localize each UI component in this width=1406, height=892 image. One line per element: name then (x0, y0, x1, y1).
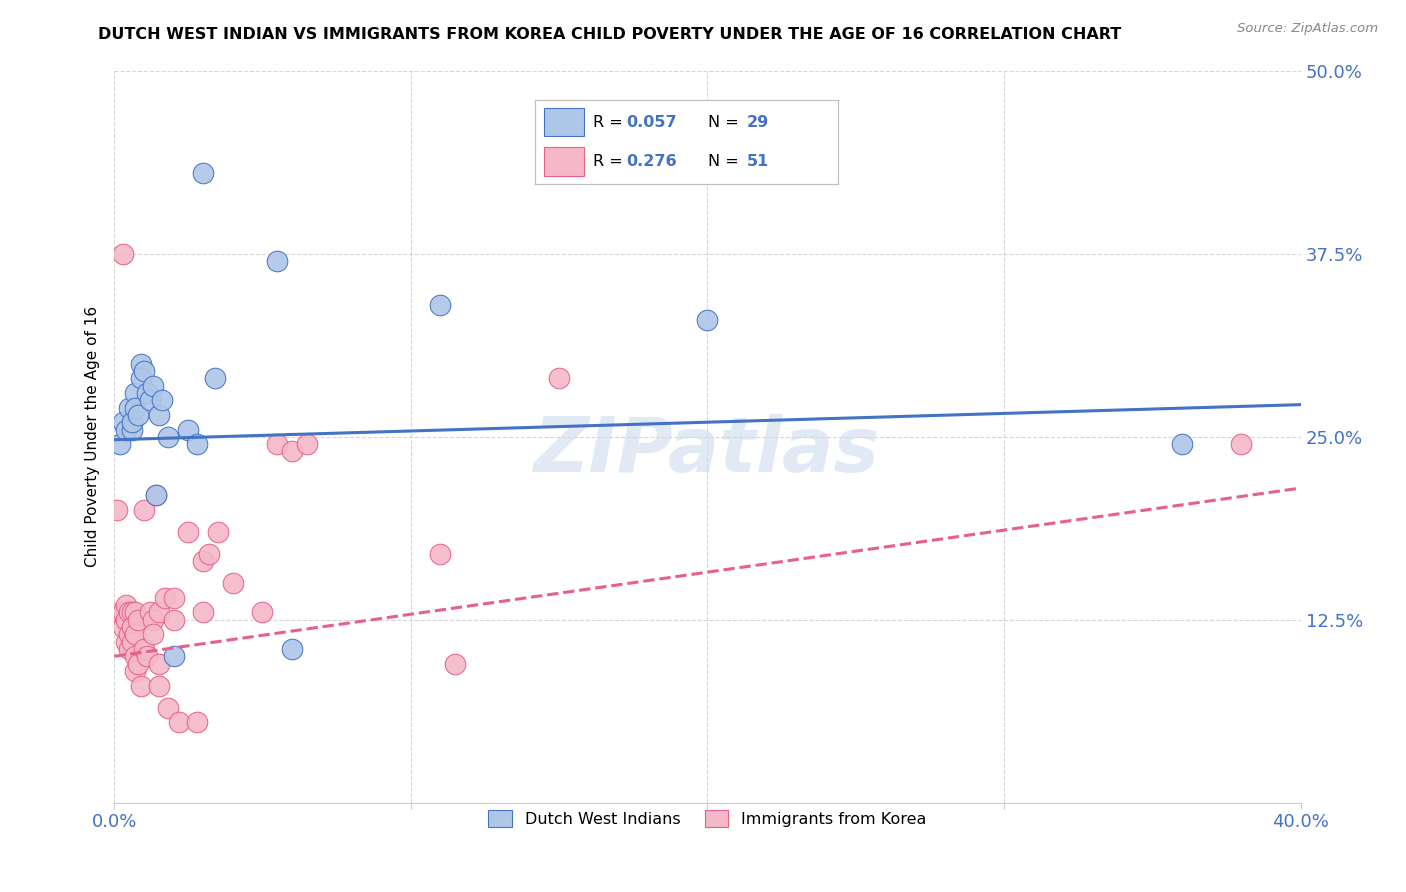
Point (198, 547, 221, 561)
Point (124, 627, 146, 641)
Point (121, 634, 143, 648)
Point (156, 430, 179, 444)
Point (129, 679, 152, 693)
Point (153, 591, 176, 605)
Point (169, 715, 191, 730)
Point (118, 401, 141, 415)
Point (148, 657, 170, 671)
Point (139, 393, 162, 408)
Point (124, 606, 146, 620)
Point (177, 423, 200, 437)
Point (204, 371, 226, 385)
Point (162, 649, 184, 664)
Point (148, 606, 170, 620)
Point (429, 547, 451, 561)
Point (142, 613, 165, 627)
Point (115, 634, 138, 648)
Point (252, 606, 274, 620)
Point (121, 415, 143, 429)
Point (186, 715, 208, 730)
Point (121, 620, 143, 634)
Point (112, 606, 135, 620)
Point (193, 606, 215, 620)
Point (193, 554, 215, 568)
Point (281, 444, 304, 458)
Point (118, 642, 141, 657)
Point (124, 401, 146, 415)
Point (105, 503, 128, 517)
Point (222, 576, 245, 591)
Text: ZIPatlas: ZIPatlas (534, 415, 880, 489)
Point (207, 524, 229, 539)
Point (127, 657, 149, 671)
Point (177, 524, 200, 539)
Point (142, 627, 165, 641)
Point (145, 488, 167, 502)
Point (124, 649, 146, 664)
Point (132, 503, 155, 517)
Point (124, 386, 146, 401)
Point (156, 700, 179, 714)
Point (132, 364, 155, 378)
Point (124, 664, 146, 678)
Point (148, 408, 170, 422)
Text: DUTCH WEST INDIAN VS IMMIGRANTS FROM KOREA CHILD POVERTY UNDER THE AGE OF 16 COR: DUTCH WEST INDIAN VS IMMIGRANTS FROM KOR… (98, 27, 1122, 42)
Point (115, 613, 138, 627)
Point (118, 627, 141, 641)
Point (696, 313, 718, 327)
Y-axis label: Child Poverty Under the Age of 16: Child Poverty Under the Age of 16 (86, 306, 100, 567)
Point (281, 642, 304, 657)
Point (295, 437, 318, 451)
Legend: Dutch West Indians, Immigrants from Korea: Dutch West Indians, Immigrants from Kore… (481, 802, 935, 835)
Point (1230, 437, 1253, 451)
Point (127, 408, 149, 422)
Point (1171, 437, 1194, 451)
Point (115, 423, 138, 437)
Point (266, 254, 288, 268)
Point (129, 357, 152, 371)
Point (429, 298, 451, 312)
Point (121, 423, 143, 437)
Point (112, 620, 135, 634)
Point (135, 649, 157, 664)
Point (108, 606, 131, 620)
Point (266, 437, 288, 451)
Point (162, 591, 184, 605)
Point (135, 386, 157, 401)
Point (132, 642, 155, 657)
Point (193, 166, 215, 180)
Point (548, 371, 571, 385)
Point (112, 415, 135, 429)
Point (121, 606, 143, 620)
Point (115, 598, 138, 612)
Point (112, 247, 135, 261)
Point (127, 613, 149, 627)
Point (139, 606, 162, 620)
Point (150, 393, 173, 408)
Point (186, 437, 208, 451)
Point (145, 488, 167, 502)
Point (162, 613, 184, 627)
Point (129, 371, 152, 385)
Point (444, 657, 467, 671)
Point (108, 437, 131, 451)
Point (142, 378, 165, 392)
Text: Source: ZipAtlas.com: Source: ZipAtlas.com (1237, 22, 1378, 36)
Point (118, 606, 141, 620)
Point (148, 679, 170, 693)
